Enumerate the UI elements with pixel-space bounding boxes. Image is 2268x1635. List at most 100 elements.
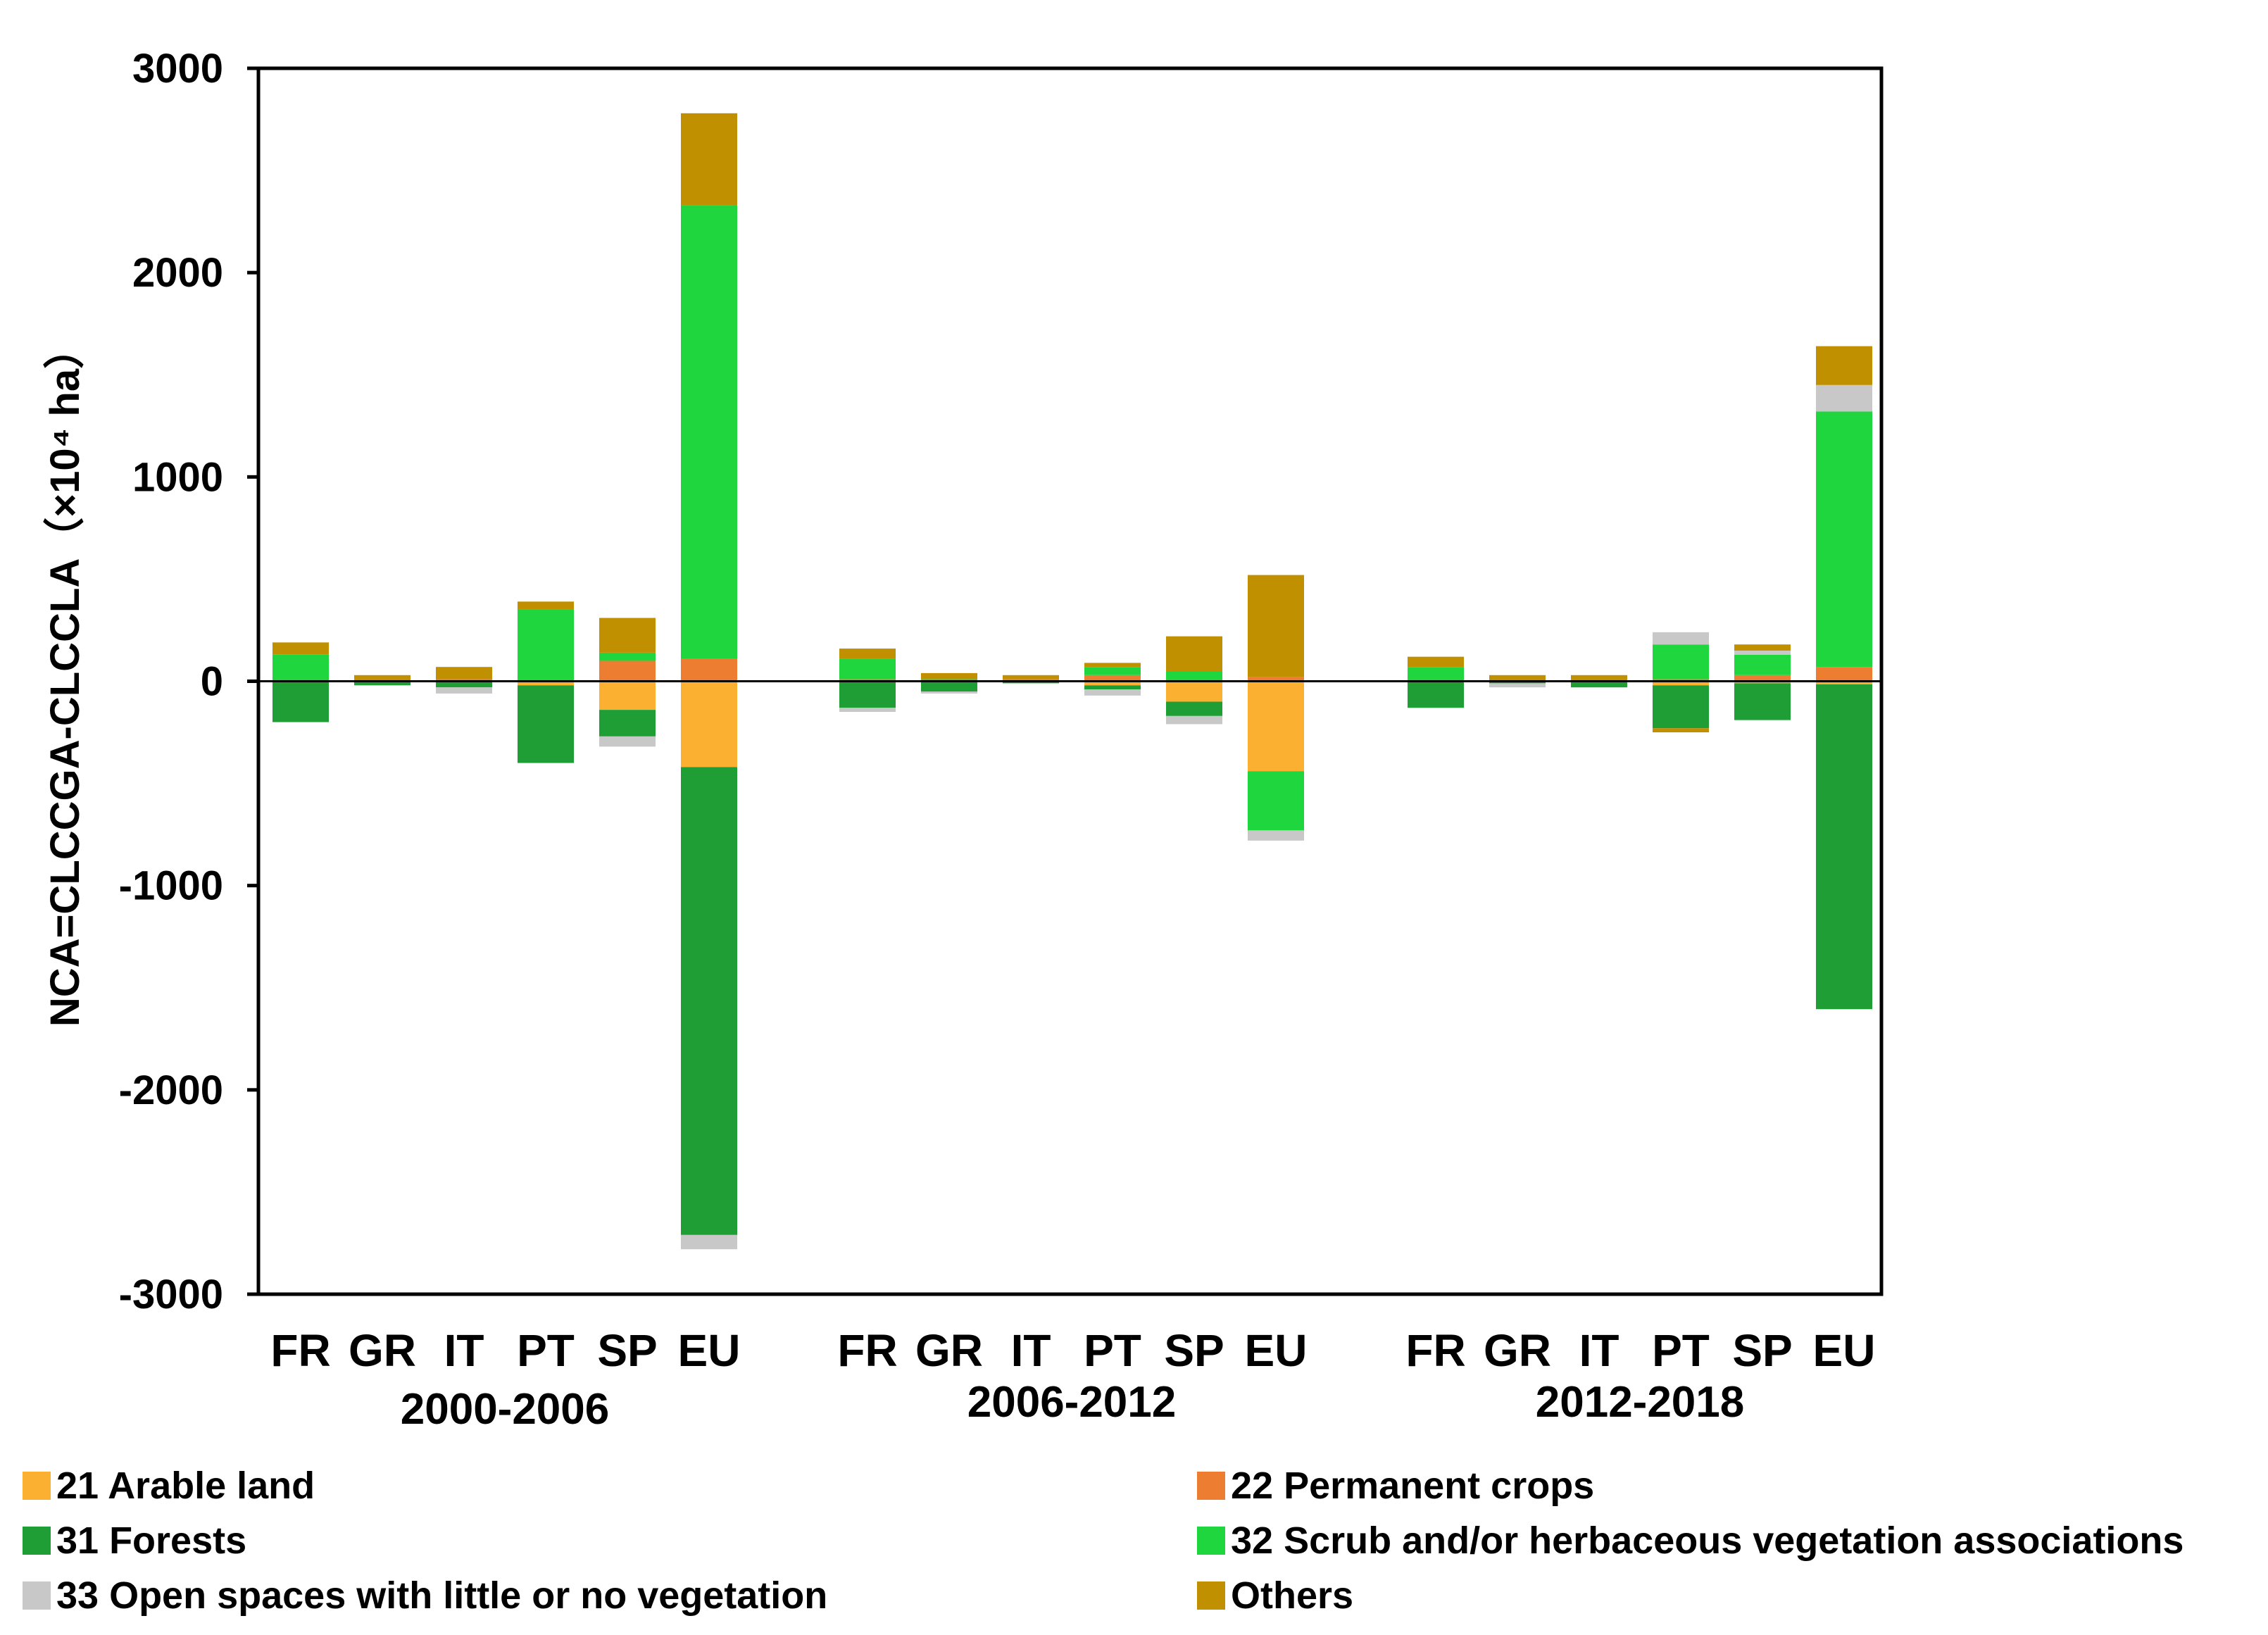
bar-segment-2000-2006-FR-s5 <box>272 642 329 655</box>
bar-segment-2012-2018-PT-s4 <box>1653 632 1709 645</box>
y-tick-label: 0 <box>201 659 223 705</box>
bar-segment-2000-2006-PT-s0 <box>518 681 574 686</box>
bar-segment-2012-2018-SP-s4 <box>1734 650 1791 655</box>
x-category-label: EU <box>1813 1325 1876 1376</box>
legend-label: 32 Scrub and/or herbaceous vegetation as… <box>1231 1520 2184 1562</box>
bar-segment-2006-2012-PT-s0 <box>1084 681 1141 686</box>
x-category-label: IT <box>444 1325 484 1376</box>
bar-segment-2000-2006-SP-s0 <box>599 681 656 710</box>
legend-swatch <box>23 1581 51 1610</box>
legend-swatch <box>1197 1581 1225 1610</box>
x-category-label: SP <box>597 1325 657 1376</box>
bar-segment-2000-2006-SP-s2 <box>599 710 656 737</box>
legend-label: Others <box>1231 1574 1353 1617</box>
legend-swatch <box>1197 1527 1225 1555</box>
x-period-label: 2012-2018 <box>1536 1378 1745 1427</box>
bar-segment-2006-2012-PT-s3 <box>1084 667 1141 675</box>
bar-segment-2006-2012-PT-s4 <box>1084 689 1141 696</box>
x-category-label: IT <box>1011 1325 1051 1376</box>
bar-segment-2000-2006-IT-s2 <box>436 681 492 688</box>
bar-segment-2006-2012-EU-s4 <box>1248 830 1304 841</box>
bar-segment-2000-2006-SP-s5 <box>599 618 656 653</box>
y-axis-title: NCA=CLCCGA-CLCCLA（×10⁴ ha） <box>42 328 88 1027</box>
x-category-label: FR <box>270 1325 330 1376</box>
x-category-label: EU <box>1245 1325 1308 1376</box>
bar-segment-2000-2006-FR-s2 <box>272 681 329 722</box>
bar-segment-2012-2018-SP-s2 <box>1734 683 1791 720</box>
bar-segment-2006-2012-FR-s2 <box>839 681 896 708</box>
bar-segment-2012-2018-PT-s0 <box>1653 681 1709 686</box>
bar-segment-2006-2012-SP-s3 <box>1166 670 1222 682</box>
bar-segment-2000-2006-EU-s5 <box>681 113 737 206</box>
bar-segment-2006-2012-EU-s0 <box>1248 681 1304 772</box>
bar-segment-2006-2012-FR-s3 <box>839 658 896 679</box>
bar-segment-2000-2006-SP-s4 <box>599 736 656 747</box>
bar-segment-2006-2012-SP-s0 <box>1166 681 1222 702</box>
bar-segment-2012-2018-PT-s3 <box>1653 644 1709 679</box>
x-category-label: IT <box>1579 1325 1619 1376</box>
x-category-label: FR <box>1405 1325 1465 1376</box>
bar-segment-2012-2018-EU-s5 <box>1816 346 1872 385</box>
bar-segment-2006-2012-IT-s5 <box>1003 675 1059 679</box>
bar-segment-2006-2012-FR-s4 <box>839 708 896 713</box>
bar-segment-2012-2018-EU-s3 <box>1816 411 1872 668</box>
bar-segment-2000-2006-EU-s3 <box>681 205 737 659</box>
x-category-label: SP <box>1164 1325 1224 1376</box>
legend-swatch <box>23 1527 51 1555</box>
bar-segment-2006-2012-PT-s2 <box>1084 685 1141 690</box>
y-tick-label: 1000 <box>132 454 223 500</box>
bar-segment-2006-2012-GR-s4 <box>921 691 977 694</box>
legend: 21 Arable land 22 Permanent crops 31 Fores… <box>23 1465 2184 1617</box>
bar-segment-2012-2018-SP-s3 <box>1734 654 1791 675</box>
bar-segment-2006-2012-SP-s4 <box>1166 715 1222 725</box>
legend-swatch <box>1197 1472 1225 1500</box>
bar-segment-2000-2006-SP-s3 <box>599 652 656 661</box>
bar-segment-2012-2018-EU-s1 <box>1816 667 1872 682</box>
bar-segment-2006-2012-EU-s1 <box>1248 677 1304 682</box>
bar-segment-2000-2006-EU-s1 <box>681 658 737 682</box>
x-category-label: PT <box>1084 1325 1141 1376</box>
legend-label: 22 Permanent crops <box>1231 1465 1594 1507</box>
bar-segment-2006-2012-FR-s5 <box>839 649 896 659</box>
x-category-label: PT <box>1652 1325 1710 1376</box>
bar-segment-2006-2012-PT-s1 <box>1084 675 1141 682</box>
bar-segment-2012-2018-PT-s5 <box>1653 728 1709 733</box>
x-axis-period-labels: 2000-2006 2006-2012 2012-2018 <box>401 1378 1745 1434</box>
x-category-label: PT <box>517 1325 575 1376</box>
bar-segment-2000-2006-PT-s5 <box>518 601 574 610</box>
bar-segment-2006-2012-SP-s5 <box>1166 636 1222 671</box>
bar-segment-2006-2012-SP-s2 <box>1166 701 1222 716</box>
x-axis-category-labels: FR GR IT PT SP EU FR GR IT PT SP EU FR GR IT PT SP EU <box>270 1325 1875 1376</box>
bar-segment-2012-2018-SP-s5 <box>1734 644 1791 651</box>
bar-segment-2006-2012-GR-s2 <box>921 681 977 692</box>
bar-marks <box>272 113 1872 1250</box>
x-category-label: GR <box>349 1325 416 1376</box>
y-tick-label: -3000 <box>119 1272 223 1317</box>
y-tick-label: 2000 <box>132 250 223 296</box>
y-axis-ticks: 3000 2000 1000 0 -1000 -2000 -3000 <box>119 46 258 1317</box>
bar-segment-2012-2018-PT-s2 <box>1653 685 1709 729</box>
bar-segment-2012-2018-FR-s2 <box>1408 681 1464 708</box>
x-category-label: FR <box>837 1325 897 1376</box>
x-period-label: 2000-2006 <box>401 1385 610 1434</box>
legend-label: 31 Forests <box>56 1520 246 1562</box>
bar-segment-2000-2006-FR-s3 <box>272 654 329 682</box>
x-category-label: GR <box>1484 1325 1551 1376</box>
bar-segment-2006-2012-EU-s5 <box>1248 575 1304 677</box>
legend-label: 21 Arable land <box>56 1465 315 1507</box>
bar-segment-2006-2012-EU-s3 <box>1248 771 1304 831</box>
legend-label: 33 Open spaces with little or no vegetat… <box>56 1574 827 1617</box>
bar-segment-2012-2018-IT-s2 <box>1571 681 1627 688</box>
bar-segment-2006-2012-GR-s5 <box>921 672 977 679</box>
bar-segment-2000-2006-EU-s0 <box>681 681 737 768</box>
y-tick-label: -2000 <box>119 1067 223 1113</box>
bar-segment-2000-2006-GR-s2 <box>354 681 411 686</box>
bar-segment-2012-2018-GR-s4 <box>1489 683 1546 688</box>
bar-segment-2000-2006-PT-s3 <box>518 609 574 682</box>
x-category-label: EU <box>678 1325 741 1376</box>
bar-segment-2012-2018-SP-s1 <box>1734 675 1791 682</box>
bar-segment-2000-2006-IT-s4 <box>436 687 492 694</box>
bar-segment-2000-2006-EU-s2 <box>681 767 737 1235</box>
bar-segment-2012-2018-IT-s5 <box>1571 675 1627 682</box>
